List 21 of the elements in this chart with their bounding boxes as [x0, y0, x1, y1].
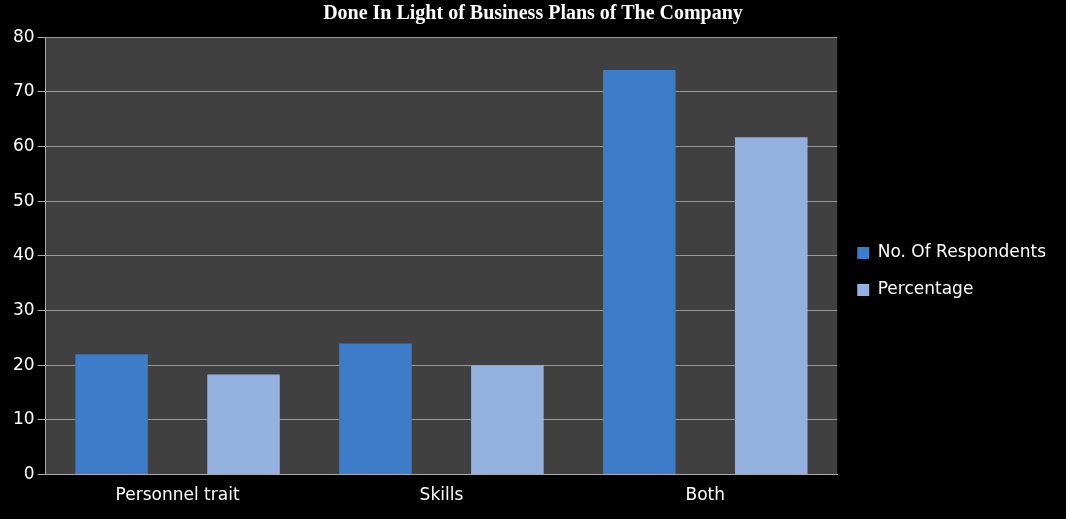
x-tick-label: Both	[685, 484, 726, 505]
bar	[734, 137, 808, 475]
chart-title: Done In Light of Business Plans of The Company	[322, 0, 744, 24]
x-tick-label: Skills	[419, 484, 464, 505]
y-tick-label: 50	[12, 189, 35, 210]
bar	[603, 70, 676, 475]
x-tick-label: Personnel trait	[115, 484, 240, 505]
y-tick-label: 40	[12, 244, 35, 265]
y-tick-label: 30	[12, 299, 35, 319]
bar	[207, 374, 280, 475]
legend-label: No. Of Respondents	[877, 241, 1047, 262]
y-tick-label: 0	[23, 463, 35, 484]
bar	[471, 365, 544, 475]
bar	[339, 343, 412, 475]
y-tick-label: 80	[12, 25, 35, 46]
y-tick-label: 20	[12, 353, 35, 374]
bar	[75, 354, 148, 475]
legend-label: Percentage	[877, 278, 974, 299]
y-tick-label: 60	[12, 134, 35, 155]
y-tick-label: 70	[12, 80, 35, 101]
y-tick-label: 10	[12, 408, 35, 429]
